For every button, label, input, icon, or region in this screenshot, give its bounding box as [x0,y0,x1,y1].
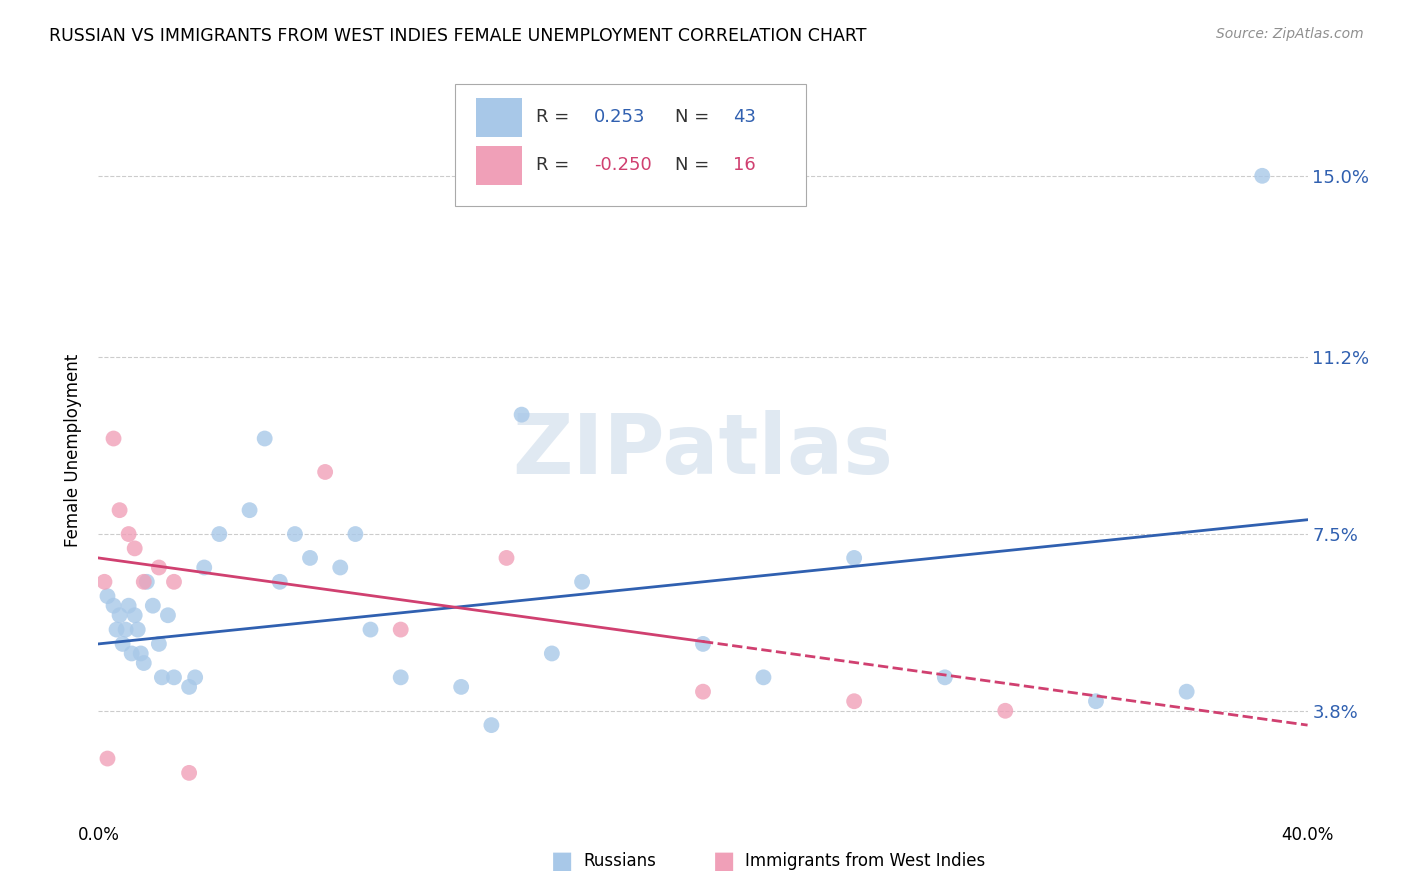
Text: ZIPatlas: ZIPatlas [513,410,893,491]
Point [239,503,262,517]
Point [127,623,149,637]
Point [299,550,322,565]
Point [118,599,141,613]
Point [1085,694,1108,708]
FancyBboxPatch shape [475,146,522,185]
Point [844,550,866,565]
Point [184,670,207,684]
Point [284,527,307,541]
Point [103,599,125,613]
Point [360,623,382,637]
Point [314,465,336,479]
Point [148,560,170,574]
Point [752,670,775,684]
Point [510,408,533,422]
Text: RUSSIAN VS IMMIGRANTS FROM WEST INDIES FEMALE UNEMPLOYMENT CORRELATION CHART: RUSSIAN VS IMMIGRANTS FROM WEST INDIES F… [49,27,866,45]
Point [253,432,276,446]
Text: ■: ■ [551,849,574,872]
Point [540,647,562,661]
Point [148,637,170,651]
Y-axis label: Female Unemployment: Female Unemployment [65,354,83,547]
Text: Source: ZipAtlas.com: Source: ZipAtlas.com [1216,27,1364,41]
Point [132,656,155,670]
Point [844,694,866,708]
Point [118,527,141,541]
Point [132,574,155,589]
Point [96,751,118,765]
Point [389,623,412,637]
Point [121,647,143,661]
Point [495,550,517,565]
Point [179,765,201,780]
Point [269,574,291,589]
Text: 0.253: 0.253 [595,108,645,127]
Point [103,432,125,446]
Point [692,637,714,651]
Point [96,589,118,603]
FancyBboxPatch shape [456,84,806,206]
Point [135,574,157,589]
Text: N =: N = [675,156,716,175]
Point [93,574,115,589]
Point [1251,169,1274,183]
Text: -0.250: -0.250 [595,156,652,175]
Point [124,541,146,556]
Point [571,574,593,589]
Text: R =: R = [536,156,575,175]
Point [108,503,131,517]
Point [389,670,412,684]
Point [163,670,186,684]
Text: ■: ■ [713,849,735,872]
Text: Immigrants from West Indies: Immigrants from West Indies [745,852,986,870]
Point [111,637,134,651]
Point [156,608,179,623]
FancyBboxPatch shape [475,98,522,136]
Point [108,608,131,623]
Point [934,670,956,684]
Point [208,527,231,541]
Point [1175,684,1198,698]
Point [105,623,128,637]
Point [193,560,215,574]
Point [129,647,152,661]
Point [114,623,136,637]
Point [329,560,352,574]
Point [163,574,186,589]
Point [994,704,1017,718]
Point [481,718,503,732]
Point [344,527,367,541]
Text: R =: R = [536,108,575,127]
Text: 16: 16 [734,156,756,175]
Text: Russians: Russians [583,852,657,870]
Point [450,680,472,694]
Text: N =: N = [675,108,716,127]
Point [692,684,714,698]
Text: 43: 43 [734,108,756,127]
Point [142,599,165,613]
Point [124,608,146,623]
Point [179,680,201,694]
Point [150,670,173,684]
